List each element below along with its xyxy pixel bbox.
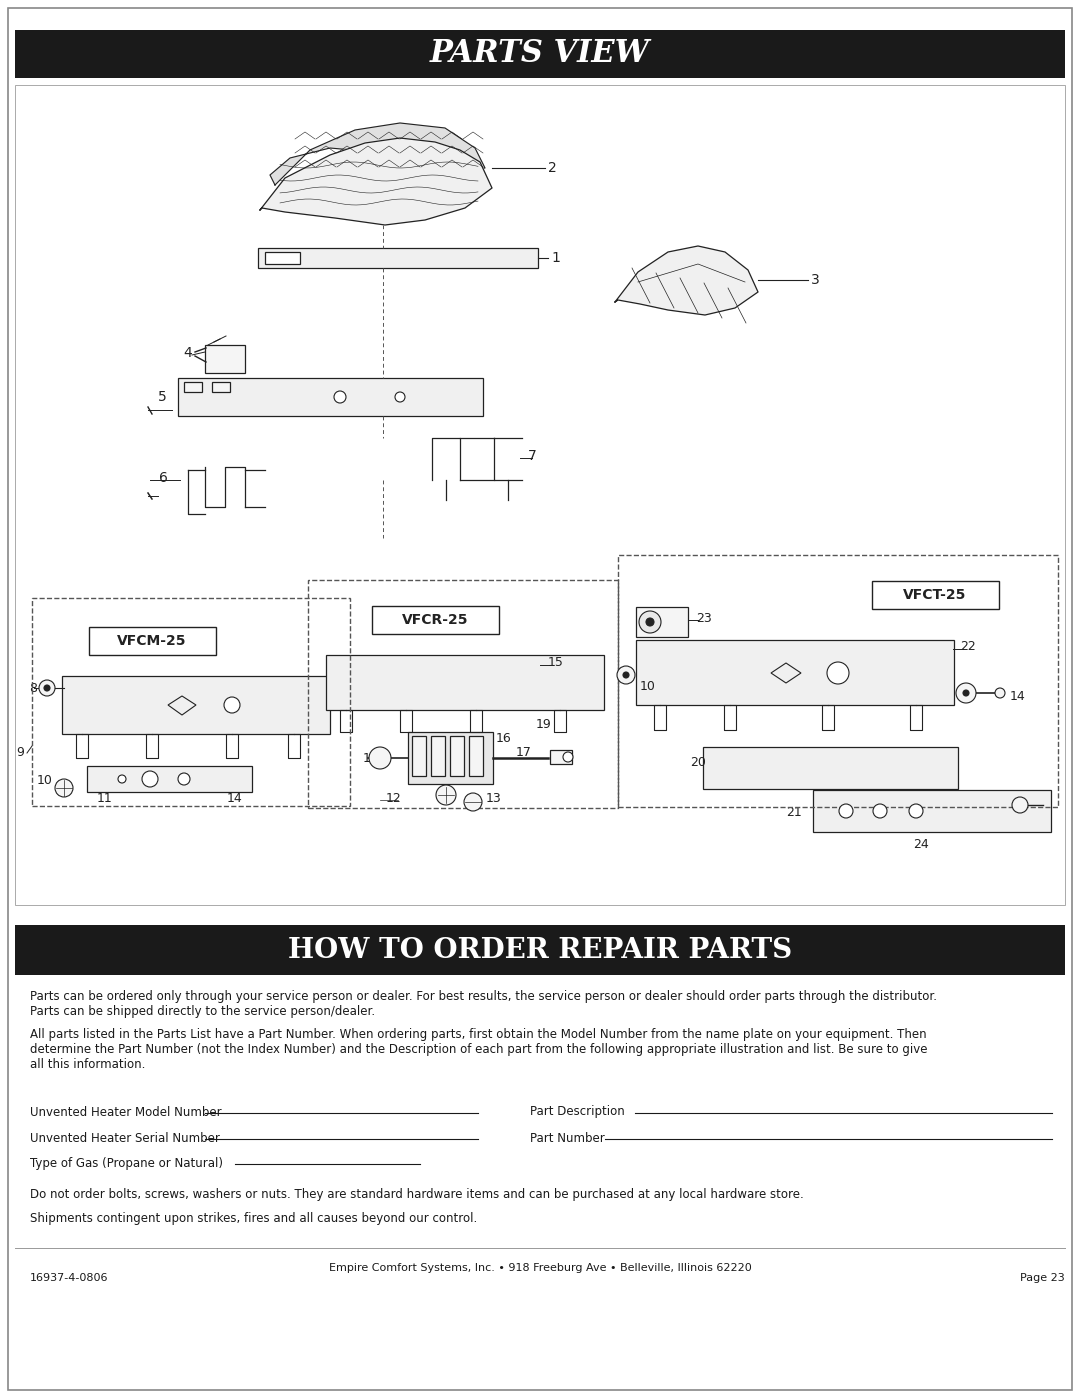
Text: 3: 3 — [811, 272, 820, 286]
Polygon shape — [260, 138, 492, 225]
Text: 18: 18 — [363, 752, 379, 764]
Text: 24: 24 — [913, 838, 929, 852]
Circle shape — [44, 685, 50, 692]
Bar — [636, 640, 954, 705]
Circle shape — [909, 805, 923, 819]
Text: 1: 1 — [551, 251, 559, 265]
Text: 13: 13 — [486, 792, 502, 805]
Bar — [265, 251, 300, 264]
Bar — [636, 608, 688, 637]
FancyBboxPatch shape — [372, 606, 499, 634]
Circle shape — [963, 690, 969, 696]
Bar — [618, 555, 1058, 807]
Text: Shipments contingent upon strikes, fires and all causes beyond our control.: Shipments contingent upon strikes, fires… — [30, 1213, 477, 1225]
Text: 2: 2 — [548, 161, 557, 175]
Bar — [813, 789, 1051, 833]
Text: Do not order bolts, screws, washers or nuts. They are standard hardware items an: Do not order bolts, screws, washers or n… — [30, 1187, 804, 1201]
Text: Part Description: Part Description — [530, 1105, 624, 1119]
Text: Page 23: Page 23 — [1021, 1273, 1065, 1282]
Bar — [326, 655, 604, 710]
Text: 11: 11 — [97, 792, 112, 805]
Text: 17: 17 — [516, 746, 531, 759]
Bar — [408, 732, 492, 784]
Text: 8: 8 — [29, 682, 37, 694]
Text: 21: 21 — [786, 806, 801, 820]
Circle shape — [39, 680, 55, 696]
Bar — [15, 925, 1065, 975]
Circle shape — [224, 697, 240, 712]
Circle shape — [436, 785, 456, 805]
Text: Unvented Heater Serial Number: Unvented Heater Serial Number — [30, 1132, 220, 1144]
Text: 12: 12 — [386, 792, 402, 805]
Bar — [184, 381, 202, 393]
Text: Part Number: Part Number — [530, 1132, 605, 1144]
Text: Unvented Heater Model Number: Unvented Heater Model Number — [30, 1105, 221, 1119]
Circle shape — [563, 752, 573, 761]
Bar — [15, 29, 1065, 78]
Circle shape — [839, 805, 853, 819]
Circle shape — [646, 617, 654, 626]
Circle shape — [639, 610, 661, 633]
Circle shape — [1012, 798, 1028, 813]
Text: 20: 20 — [690, 756, 706, 768]
FancyBboxPatch shape — [872, 581, 999, 609]
Bar — [469, 736, 483, 775]
Circle shape — [623, 672, 629, 678]
Bar — [32, 598, 350, 806]
Bar — [87, 766, 252, 792]
Circle shape — [141, 771, 158, 787]
Polygon shape — [615, 246, 758, 314]
Bar — [178, 379, 483, 416]
Circle shape — [395, 393, 405, 402]
Circle shape — [334, 391, 346, 402]
Text: 16937-4-0806: 16937-4-0806 — [30, 1273, 108, 1282]
Text: Parts can be ordered only through your service person or dealer. For best result: Parts can be ordered only through your s… — [30, 990, 937, 1018]
Text: PARTS VIEW: PARTS VIEW — [430, 39, 650, 70]
Text: VFCR-25: VFCR-25 — [402, 613, 469, 627]
Bar — [703, 747, 958, 789]
Text: 14: 14 — [227, 792, 243, 805]
Text: Type of Gas (Propane or Natural): Type of Gas (Propane or Natural) — [30, 1157, 222, 1169]
Text: All parts listed in the Parts List have a Part Number. When ordering parts, firs: All parts listed in the Parts List have … — [30, 1028, 928, 1071]
Bar — [431, 736, 445, 775]
Text: VFCM-25: VFCM-25 — [118, 634, 187, 648]
Bar — [205, 345, 245, 373]
Circle shape — [464, 793, 482, 812]
Bar — [62, 676, 330, 733]
Text: HOW TO ORDER REPAIR PARTS: HOW TO ORDER REPAIR PARTS — [288, 936, 792, 964]
Bar — [550, 750, 572, 764]
Circle shape — [995, 687, 1005, 698]
Text: 10: 10 — [640, 680, 656, 693]
Text: 6: 6 — [159, 471, 168, 485]
Text: 10: 10 — [37, 774, 53, 787]
Polygon shape — [270, 123, 485, 184]
Bar — [411, 736, 426, 775]
Text: 23: 23 — [696, 612, 712, 624]
Circle shape — [956, 683, 976, 703]
Text: 19: 19 — [536, 718, 552, 732]
Text: 7: 7 — [528, 448, 537, 462]
Circle shape — [55, 780, 73, 798]
Bar — [308, 580, 618, 807]
FancyBboxPatch shape — [89, 627, 216, 655]
Bar — [258, 249, 538, 268]
Circle shape — [617, 666, 635, 685]
Circle shape — [369, 747, 391, 768]
Circle shape — [873, 805, 887, 819]
Text: VFCT-25: VFCT-25 — [903, 588, 967, 602]
Bar — [212, 381, 230, 393]
Text: 16: 16 — [496, 732, 512, 745]
Text: Empire Comfort Systems, Inc. • 918 Freeburg Ave • Belleville, Illinois 62220: Empire Comfort Systems, Inc. • 918 Freeb… — [328, 1263, 752, 1273]
Text: 4: 4 — [184, 346, 192, 360]
Text: 14: 14 — [1010, 690, 1026, 703]
Bar — [450, 736, 464, 775]
Text: 22: 22 — [960, 640, 975, 654]
Circle shape — [118, 775, 126, 782]
Bar — [15, 85, 1065, 905]
Circle shape — [827, 662, 849, 685]
Text: 15: 15 — [548, 657, 564, 669]
Text: 5: 5 — [159, 390, 167, 404]
Circle shape — [178, 773, 190, 785]
Text: 9: 9 — [16, 746, 24, 760]
